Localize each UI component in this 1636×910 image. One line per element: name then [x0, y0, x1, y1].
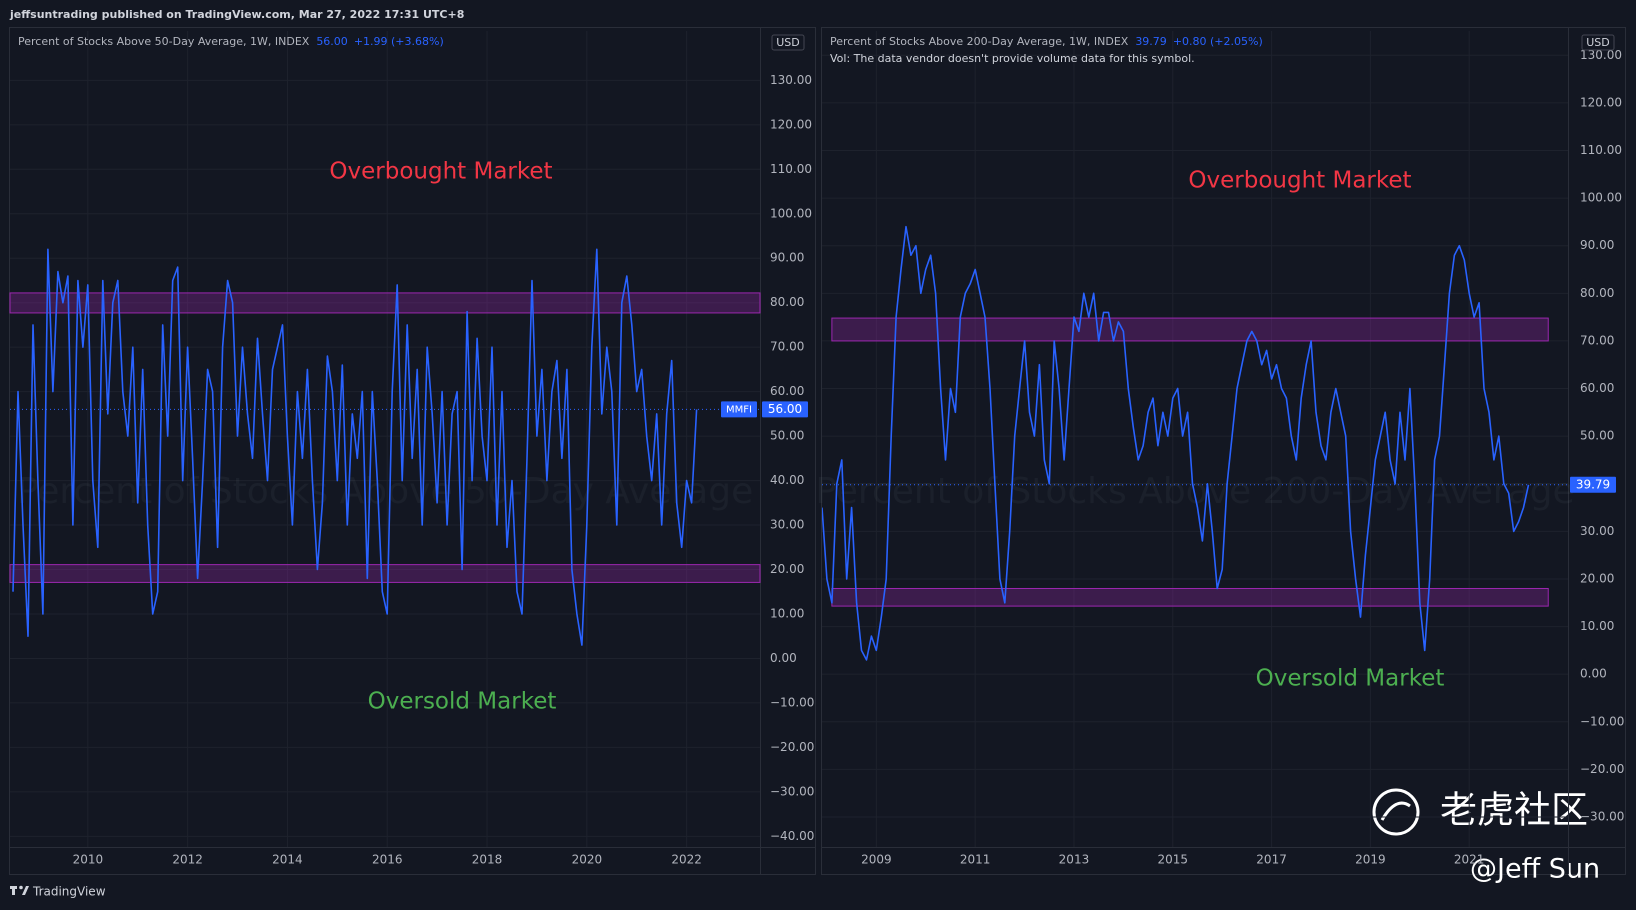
y-tick-label: −10.00: [1580, 714, 1624, 728]
currency-box: [1581, 34, 1615, 51]
legend: Percent of Stocks Above 200-Day Average,…: [830, 35, 1263, 48]
symbol-watermark: Percent of Stocks Above 50-Day Average: [17, 471, 753, 512]
y-tick-label: 20.00: [770, 562, 804, 576]
x-tick-label: 2015: [1157, 853, 1188, 867]
legend-value: 56.00: [316, 35, 348, 48]
zone: [9, 292, 761, 314]
legend: Percent of Stocks Above 50-Day Average, …: [18, 35, 444, 48]
x-tick-label: 2021: [1454, 853, 1485, 867]
legend-change: +0.80 (+2.05%): [1173, 35, 1263, 48]
y-tick-label: 130.00: [1580, 48, 1622, 62]
y-tick-label: 10.00: [1580, 619, 1614, 633]
y-tick-label: 0.00: [1580, 667, 1607, 681]
y-tick-label: −20.00: [1580, 762, 1624, 776]
y-tick-label: 100.00: [1580, 191, 1622, 205]
zone: [831, 587, 1549, 607]
x-tick-label: 2014: [272, 853, 303, 867]
symbol-label: MMFI: [726, 404, 752, 415]
y-tick-label: 110.00: [770, 162, 812, 176]
community-logo: [1372, 788, 1420, 836]
y-tick-label: 20.00: [1580, 571, 1614, 585]
y-tick-label: 40.00: [770, 473, 804, 487]
currency-label: USD: [1586, 36, 1610, 49]
y-tick-label: 60.00: [770, 384, 804, 398]
annotation: Oversold Market: [368, 689, 557, 715]
y-tick-label: 30.00: [1580, 524, 1614, 538]
x-tick-label: 2011: [960, 853, 991, 867]
price-label: 56.00: [768, 402, 802, 416]
x-tick-label: 2017: [1256, 853, 1287, 867]
legend-change: +1.99 (+3.68%): [354, 35, 444, 48]
author-watermark: @Jeff Sun: [1470, 854, 1600, 885]
x-tick-label: 2022: [671, 853, 702, 867]
y-tick-label: 120.00: [1580, 95, 1622, 109]
x-tick-label: 2012: [172, 853, 203, 867]
annotation: Overbought Market: [329, 159, 552, 185]
x-tick-label: 2010: [73, 853, 104, 867]
y-tick-label: −10.00: [770, 695, 814, 709]
y-tick-label: 100.00: [770, 206, 812, 220]
zone: [831, 317, 1549, 342]
y-tick-label: 70.00: [1580, 333, 1614, 347]
community-watermark: 老虎社区: [1440, 789, 1588, 832]
y-tick-label: −20.00: [770, 740, 814, 754]
annotation: Overbought Market: [1188, 168, 1411, 194]
x-tick-label: 2013: [1059, 853, 1090, 867]
y-tick-label: 10.00: [770, 606, 804, 620]
legend-note: Vol: The data vendor doesn't provide vol…: [830, 52, 1195, 65]
x-tick-label: 2019: [1355, 853, 1386, 867]
y-tick-label: 0.00: [770, 651, 797, 665]
legend-value: 39.79: [1135, 35, 1167, 48]
y-tick-label: 70.00: [770, 340, 804, 354]
symbol-label-bg: [721, 401, 757, 418]
currency-box: [771, 34, 805, 51]
y-tick-label: 80.00: [770, 295, 804, 309]
y-tick-label: −30.00: [770, 784, 814, 798]
tradingview-logo: [10, 885, 29, 895]
legend-title: Percent of Stocks Above 50-Day Average, …: [18, 35, 310, 48]
y-tick-label: 30.00: [770, 518, 804, 532]
data-line: [822, 225, 1530, 661]
zone: [9, 564, 761, 583]
annotation: Oversold Market: [1256, 666, 1445, 692]
y-tick-label: 60.00: [1580, 381, 1614, 395]
legend-title: Percent of Stocks Above 200-Day Average,…: [830, 35, 1129, 48]
symbol-watermark: Percent of Stocks Above 200-Day Average: [815, 471, 1574, 512]
price-label: 39.79: [1576, 477, 1610, 491]
currency-label: USD: [776, 36, 800, 49]
publish-header: jeffsuntrading published on TradingView.…: [9, 8, 464, 21]
y-tick-label: 50.00: [770, 429, 804, 443]
x-tick-label: 2016: [372, 853, 403, 867]
x-tick-label: 2018: [472, 853, 503, 867]
x-tick-label: 2020: [572, 853, 603, 867]
y-tick-label: 130.00: [770, 73, 812, 87]
y-tick-label: 120.00: [770, 117, 812, 131]
y-tick-label: 90.00: [770, 251, 804, 265]
price-label-bg: [762, 401, 808, 418]
y-tick-label: 50.00: [1580, 429, 1614, 443]
y-tick-label: 110.00: [1580, 143, 1622, 157]
y-tick-label: 80.00: [1580, 286, 1614, 300]
y-tick-label: −40.00: [770, 829, 814, 843]
data-line: [12, 248, 698, 646]
price-label-bg: [1570, 476, 1616, 493]
right-panel: [821, 27, 1626, 875]
y-tick-label: −30.00: [1580, 810, 1624, 824]
footer-brand: TradingView: [32, 885, 106, 899]
x-tick-label: 2009: [861, 853, 892, 867]
y-tick-label: 90.00: [1580, 238, 1614, 252]
